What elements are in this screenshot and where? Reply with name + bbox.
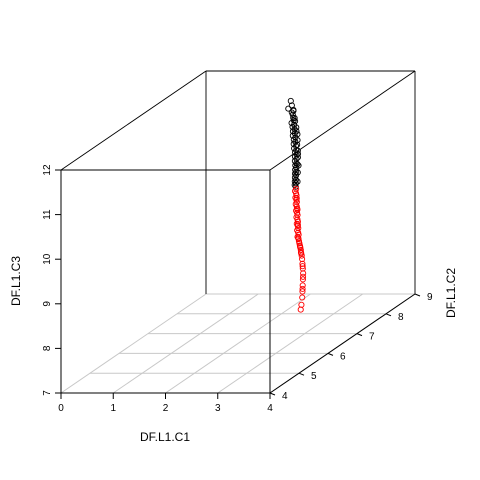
x-tick-label: 4	[267, 403, 273, 414]
data-point	[289, 128, 297, 135]
data-point	[295, 234, 302, 241]
x-tick-label: 0	[58, 403, 64, 414]
data-point	[294, 154, 301, 161]
data-point	[295, 238, 303, 245]
y-tick-label: 8	[398, 312, 404, 323]
data-point	[287, 97, 294, 104]
data-point	[293, 203, 300, 210]
grid-line-x	[112, 293, 259, 394]
y-tick	[385, 313, 392, 317]
data-point	[293, 128, 300, 135]
data-point	[299, 294, 306, 301]
data-point	[294, 161, 301, 168]
y-tick-label: 9	[427, 292, 433, 303]
y-tick-label: 6	[340, 351, 346, 362]
data-point	[291, 114, 298, 122]
data-point	[293, 195, 300, 202]
x-axis-label: DF.L1.C1	[140, 430, 190, 444]
data-point	[292, 118, 299, 125]
y-tick	[327, 352, 334, 356]
y-tick	[269, 392, 276, 396]
data-point	[297, 243, 304, 250]
grid-line-x	[60, 293, 207, 394]
data-point	[289, 111, 296, 118]
y-tick-label: 7	[369, 332, 375, 343]
z-tick-label: 9	[42, 301, 53, 307]
x-tick-label: 1	[110, 403, 116, 414]
data-point	[294, 150, 302, 157]
box-front-edges	[60, 169, 416, 394]
y-tick-label: 4	[282, 391, 288, 402]
y-tick-label: 5	[311, 371, 317, 382]
data-point	[294, 221, 301, 228]
data-point	[298, 252, 305, 259]
z-tick-label: 7	[42, 390, 53, 396]
data-point	[290, 107, 297, 114]
data-point	[294, 147, 301, 154]
data-point	[297, 246, 304, 253]
data-point	[292, 183, 299, 190]
data-point	[299, 288, 306, 295]
data-point	[298, 250, 305, 257]
data-point	[294, 206, 301, 213]
data-point	[294, 137, 301, 144]
data-point	[299, 273, 307, 280]
box-edge	[60, 70, 207, 171]
z-axis-label: DF.L1.C3	[9, 256, 23, 306]
grid-line-x	[165, 293, 311, 394]
x-tick-label: 2	[163, 403, 169, 414]
data-point	[295, 162, 302, 169]
data-points	[285, 97, 307, 313]
floor-grid	[60, 293, 416, 394]
data-point	[294, 178, 301, 185]
data-point	[299, 282, 306, 289]
data-point	[294, 141, 301, 148]
grid-line-x	[217, 293, 364, 394]
data-point	[297, 306, 304, 313]
data-point	[296, 240, 303, 247]
y-axis-label: DF.L1.C2	[444, 268, 458, 318]
data-point	[299, 263, 306, 270]
data-point	[300, 270, 307, 277]
z-tick-label: 12	[42, 164, 53, 176]
z-tick-label: 10	[42, 253, 53, 265]
data-point	[294, 209, 301, 216]
data-point	[293, 124, 300, 131]
data-point	[294, 131, 301, 138]
z-tick-label: 8	[42, 345, 53, 351]
z-tick-label: 11	[42, 209, 53, 220]
box-edge	[269, 293, 416, 394]
data-point	[299, 285, 306, 292]
y-tick	[298, 372, 305, 376]
data-point	[299, 276, 306, 283]
box-back-edges	[60, 70, 416, 294]
data-point	[294, 169, 301, 176]
x-tick-label: 3	[215, 403, 221, 414]
y-tick	[356, 333, 363, 337]
y-tick	[414, 293, 421, 297]
